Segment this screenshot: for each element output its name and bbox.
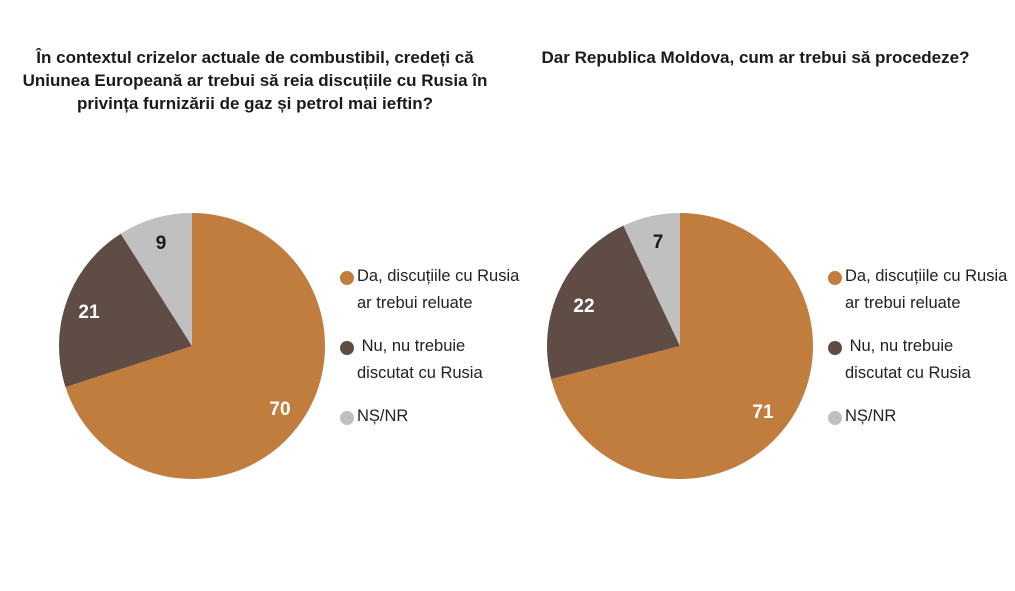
svg-text:7: 7 xyxy=(653,232,664,253)
svg-text:9: 9 xyxy=(156,233,167,254)
svg-text:71: 71 xyxy=(752,402,774,423)
svg-text:22: 22 xyxy=(573,296,594,317)
svg-text:70: 70 xyxy=(269,399,290,420)
svg-text:21: 21 xyxy=(78,302,100,323)
